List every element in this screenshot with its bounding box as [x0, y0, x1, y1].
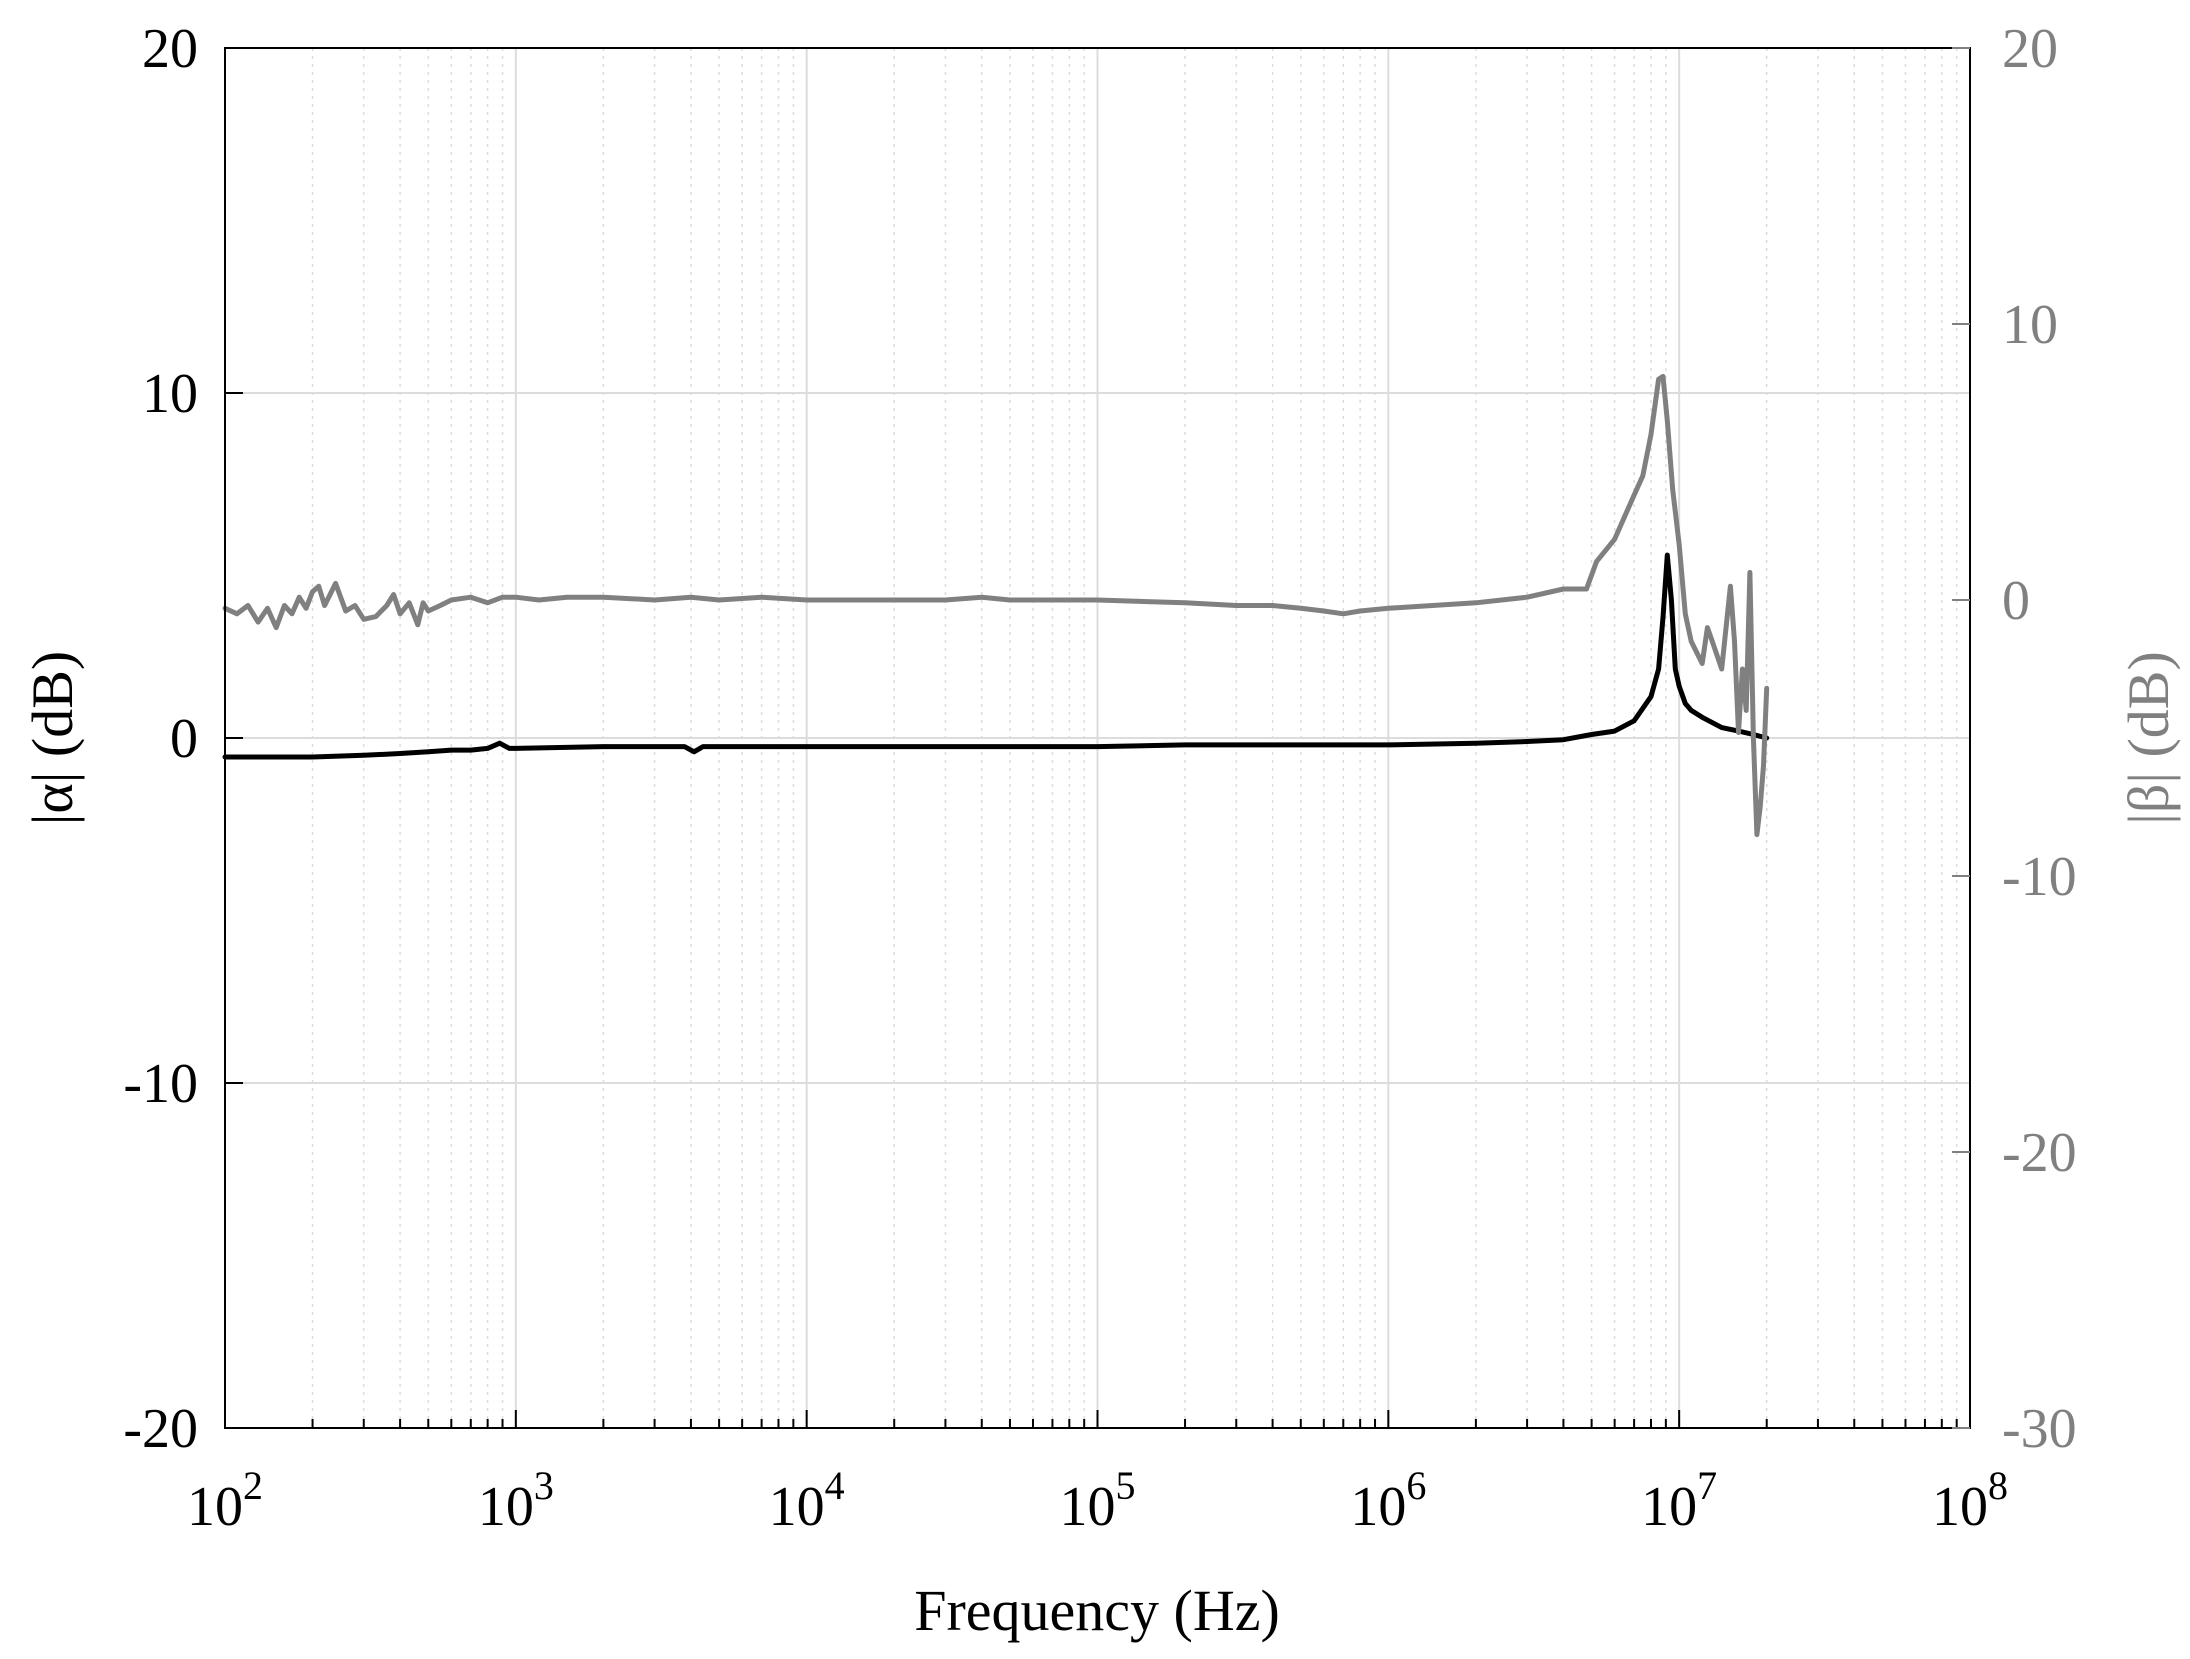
y-right-tick-label: 20: [2002, 18, 2058, 80]
x-tick-label: 106: [1350, 1463, 1426, 1538]
x-tick-label: 108: [1932, 1463, 2008, 1538]
series-alpha-line: [222, 552, 1770, 760]
y-axis-right-title: |β| (dB): [2116, 651, 2181, 825]
x-tick-label: 105: [1060, 1463, 1136, 1538]
y-left-tick-label: 10: [142, 363, 198, 425]
y-left-tick-label: 0: [170, 708, 198, 770]
y-right-tick-label: -20: [2002, 1122, 2077, 1184]
x-tick-label: 102: [187, 1463, 263, 1538]
y-right-tick-label: -30: [2002, 1398, 2077, 1460]
series-layer: [222, 373, 1770, 838]
y-right-tick-label: 10: [2002, 294, 2058, 356]
y-right-tick-label: 0: [2002, 570, 2030, 632]
y-left-tick-label: -10: [123, 1053, 198, 1115]
grid-layer: [225, 48, 1970, 1428]
y-left-tick-label: -20: [123, 1398, 198, 1460]
ticks-layer: 102 103 104 105 106 107 108 -20 -10 0 10 20 -30 -20 -1…: [123, 18, 2076, 1538]
x-tick-label: 107: [1641, 1463, 1717, 1538]
x-tick-label: 103: [478, 1463, 554, 1538]
y-left-tick-label: 20: [142, 18, 198, 80]
x-axis-title: Frequency (Hz): [914, 1578, 1280, 1643]
y-axis-left-title: |α| (dB): [20, 651, 85, 825]
y-right-tick-label: -10: [2002, 846, 2077, 908]
series-beta-line: [222, 373, 1770, 838]
x-tick-label: 104: [769, 1463, 845, 1538]
